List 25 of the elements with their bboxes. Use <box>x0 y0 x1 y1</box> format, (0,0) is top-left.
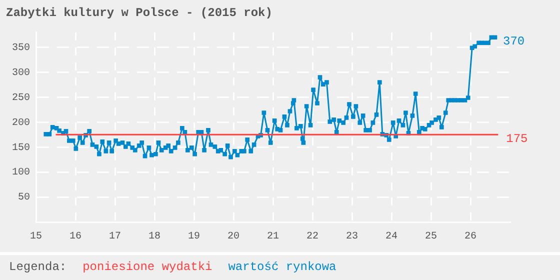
x-tick-label: 15 <box>30 232 42 243</box>
x-tick-label: 17 <box>108 232 122 243</box>
x-tick-label: 20 <box>227 232 240 243</box>
x-tick-label: 23 <box>346 232 358 243</box>
legend-title: Legenda: <box>9 260 67 274</box>
x-tick-label: 21 <box>266 232 280 243</box>
data-label: 175 <box>506 132 528 146</box>
y-tick-label: 250 <box>12 92 30 104</box>
text: poniesione wydatki <box>82 260 212 274</box>
x-tick-label: 22 <box>306 232 319 243</box>
y-tick-label: 150 <box>12 142 30 154</box>
y-tick-label: 200 <box>12 118 30 129</box>
x-tick-label: 19 <box>188 232 200 243</box>
y-tick-label: 300 <box>12 68 30 79</box>
chart-title: Zabytki kultury w Polsce - (2015 rok) <box>6 6 272 20</box>
x-tick-label: 26 <box>464 232 477 243</box>
x-tick-label: 24 <box>385 232 398 243</box>
data-label: 370 <box>502 34 525 49</box>
x-tick-label: 18 <box>148 232 161 243</box>
y-tick-label: 50 <box>18 192 30 204</box>
x-tick-label: 25 <box>424 232 438 243</box>
x-tick-label: 16 <box>69 232 82 243</box>
text: wartość rynkowa <box>228 260 336 274</box>
y-tick-label: 350 <box>12 43 30 54</box>
y-tick-label: 100 <box>12 168 30 179</box>
